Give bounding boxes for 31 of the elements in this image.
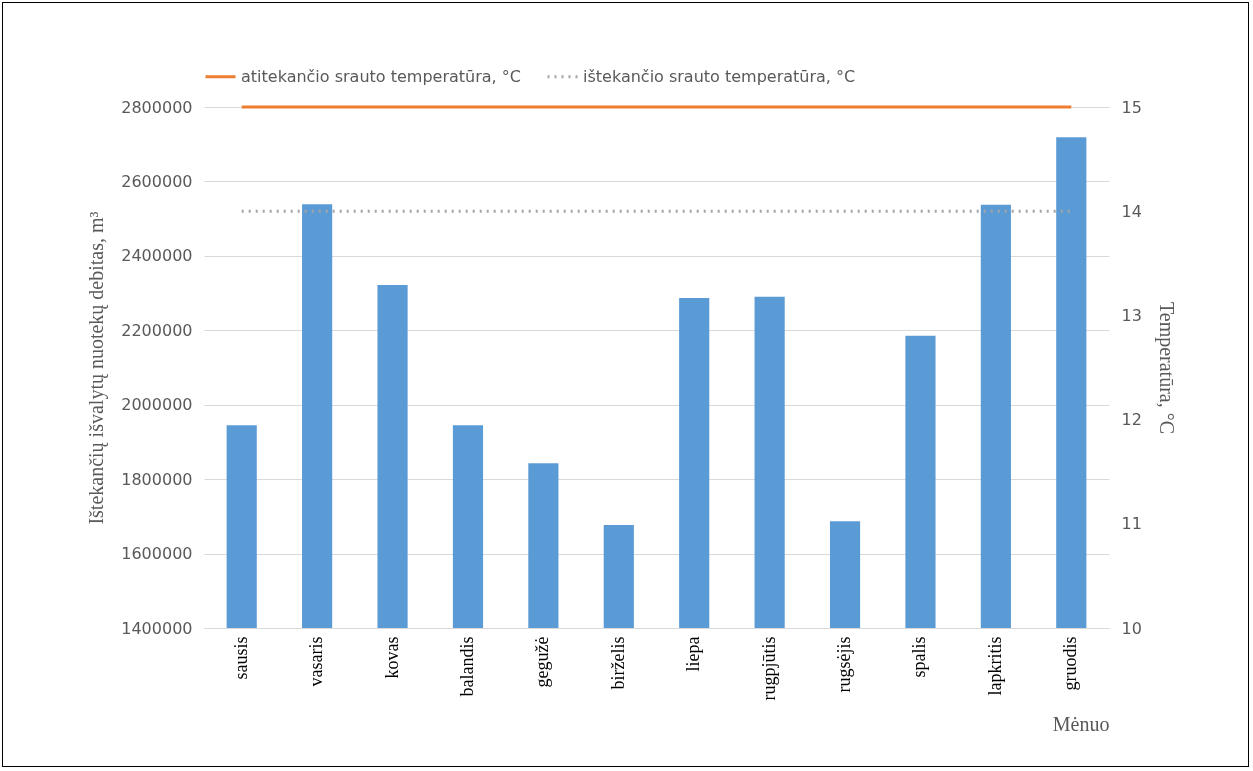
y2-tick-label: 10 (1121, 618, 1142, 638)
y2-tick-label: 13 (1121, 305, 1142, 325)
y-tick-label: 1400000 (121, 618, 193, 638)
y2-tick-label: 12 (1121, 410, 1142, 430)
x-tick-label: gruodis (1060, 636, 1081, 691)
y2-axis-title: Temperatūra, °C (1154, 301, 1178, 435)
y-tick-label: 2400000 (121, 246, 193, 266)
legend-label: atitekančio srauto temperatūra, °C (241, 66, 521, 86)
x-tick-label: lapkritis (984, 636, 1005, 696)
y-tick-label: 2800000 (121, 97, 193, 117)
x-tick-label: liepa (683, 636, 704, 672)
x-axis-title: Mėnuo (1052, 712, 1110, 735)
x-tick-label: rugsėjis (834, 636, 855, 693)
x-tick-label: rugpjūtis (758, 636, 779, 701)
x-tick-label: kovas (381, 636, 402, 679)
y2-tick-label: 15 (1121, 97, 1142, 117)
x-tick-label: sausis (230, 636, 251, 680)
x-tick-label: balandis (456, 636, 477, 697)
legend-label: ištekančio srauto temperatūra, °C (583, 66, 856, 86)
x-tick-label: spalis (909, 636, 930, 678)
y2-tick-label: 11 (1121, 514, 1142, 534)
y-tick-label: 2600000 (121, 171, 193, 191)
y-tick-label: 2000000 (121, 395, 193, 415)
y-axis-title: Ištekančių išvalytų nuotekų debitas, m³ (85, 211, 109, 525)
x-tick-label: vasaris (306, 636, 327, 687)
y2-tick-label: 14 (1121, 201, 1142, 221)
y-tick-label: 1800000 (121, 469, 193, 489)
x-tick-label: birželis (607, 636, 628, 690)
y-tick-label: 1600000 (121, 544, 193, 564)
x-tick-label: gegužė (532, 636, 553, 688)
y-tick-label: 2200000 (121, 320, 193, 340)
